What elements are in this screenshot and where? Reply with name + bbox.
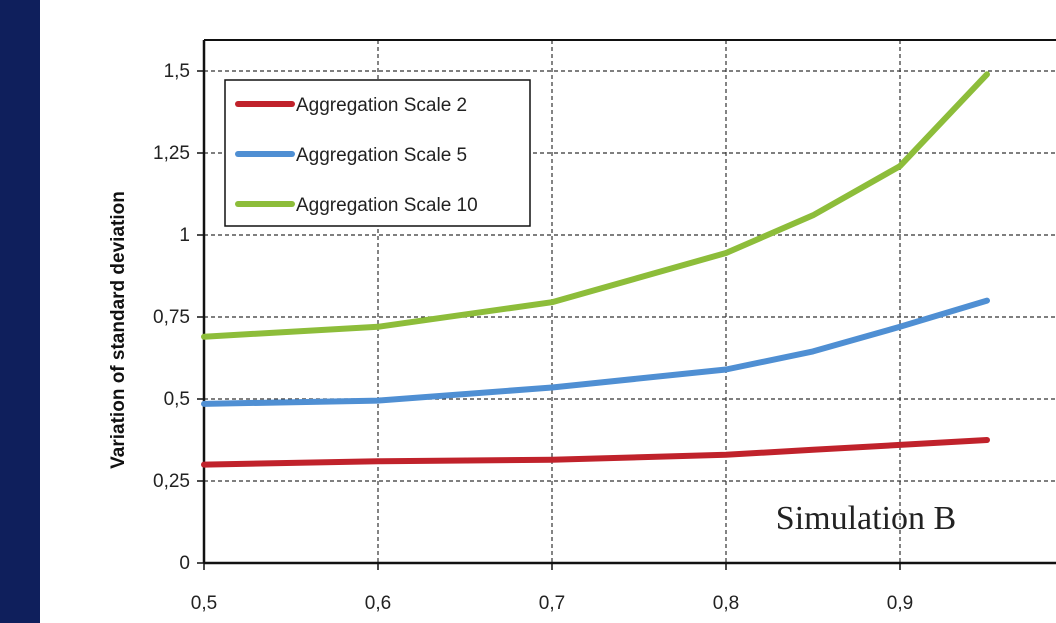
series-line-aggregation-scale-2 [201,437,990,468]
legend-label: Aggregation Scale 10 [296,195,478,216]
tick-labels: 0 0,25 0,5 0,75 1 1,25 1,5 0,5 0,6 0,7 0,8 0,9 [153,61,913,614]
series-line-aggregation-scale-5 [201,297,990,407]
axes [197,39,1056,570]
y-tick-label: 0,5 [164,389,190,410]
x-tick-label: 0,8 [713,593,739,614]
x-tick-label: 0,5 [191,593,217,614]
left-border-stripe [0,0,40,623]
series-lines [201,71,990,468]
series-line-aggregation-scale-10 [201,71,990,340]
legend-label: Aggregation Scale 5 [296,145,467,166]
x-tick-label: 0,6 [365,593,391,614]
x-tick-label: 0,7 [539,593,565,614]
legend-label: Aggregation Scale 2 [296,95,467,116]
y-axis-title: Variation of standard deviation [108,191,129,469]
y-tick-label: 1,5 [164,61,190,82]
simulation-annotation: Simulation B [776,500,956,537]
x-tick-label: 0,9 [887,593,913,614]
y-tick-label: 0,25 [153,471,190,492]
y-tick-label: 1,25 [153,143,190,164]
y-tick-label: 0 [179,553,190,574]
legend: Aggregation Scale 2 Aggregation Scale 5 Ag… [224,79,531,227]
y-tick-label: 0,75 [153,307,190,328]
y-tick-label: 1 [179,225,190,246]
